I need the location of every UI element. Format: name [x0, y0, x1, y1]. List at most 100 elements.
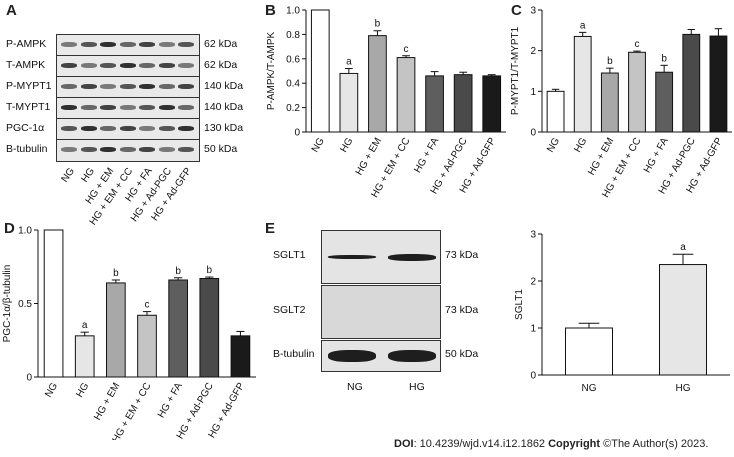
- kda-label: 73 kDa: [445, 304, 479, 316]
- kda-label: 50 kDa: [445, 348, 479, 360]
- lane-label: HG: [78, 166, 97, 185]
- y-tick-label: 1: [530, 324, 536, 335]
- blot-band: [158, 147, 175, 153]
- blot-band: [328, 255, 376, 259]
- bar: [655, 71, 674, 133]
- significance-label: b: [175, 266, 181, 277]
- blot-label: SGLT1: [273, 249, 306, 261]
- y-tick-label: 1: [530, 87, 536, 98]
- panel-letter-b: B: [265, 2, 276, 19]
- blot-band: [119, 42, 136, 48]
- y-tick-label: 0.2: [286, 103, 300, 114]
- blot-band: [139, 105, 155, 111]
- significance-label: b: [607, 56, 613, 67]
- panel-letter-d: D: [4, 220, 15, 237]
- significance-label: a: [346, 57, 352, 68]
- significance-label: a: [82, 320, 88, 331]
- significance-label: c: [635, 39, 640, 50]
- blot-band: [119, 105, 136, 111]
- blot-band: [100, 63, 116, 69]
- blot-band: [61, 63, 77, 69]
- bar: [628, 51, 646, 133]
- lane-label: NG: [347, 381, 363, 393]
- blot-band: [139, 84, 155, 90]
- bar: [425, 75, 444, 133]
- bar: [396, 57, 416, 133]
- y-tick-label: 0: [294, 128, 300, 139]
- significance-label: b: [661, 53, 667, 64]
- copyright-label: Copyright: [548, 438, 601, 450]
- significance-label: b: [113, 268, 119, 279]
- blot-band: [119, 84, 136, 90]
- blot-band: [61, 126, 77, 132]
- bar: [74, 335, 95, 378]
- blot-band: [61, 105, 77, 111]
- blot-band: [80, 105, 97, 111]
- blot-band: [139, 63, 155, 69]
- y-axis-label: P-MYPT1/T-MYPT1: [510, 26, 521, 115]
- blot-band: [328, 350, 376, 362]
- category-label: NG: [43, 381, 60, 400]
- lane-label: NG: [59, 166, 78, 185]
- doi-text: : 10.4239/wjd.v14.i12.1862: [413, 438, 549, 450]
- bar: [368, 35, 387, 133]
- significance-label: a: [680, 242, 686, 253]
- blot-band: [178, 84, 194, 90]
- chart-b: 0 0.2 0.4 0.6 0.8 1.0 P-AMPK/T-AMPK NG a HG b HG + …: [266, 6, 506, 200]
- blot-strip: [56, 55, 200, 78]
- y-tick-label: 3: [530, 6, 536, 17]
- blot-strip: [56, 97, 200, 120]
- significance-label: c: [404, 44, 409, 55]
- copyright-text: ©The Author(s) 2023.: [600, 438, 709, 450]
- y-tick-label: 0: [26, 373, 32, 384]
- bar: [573, 35, 592, 133]
- blot-band: [388, 350, 436, 362]
- significance-label: b: [207, 265, 213, 276]
- category-label: HG + FA: [156, 381, 185, 420]
- category-label: NG: [582, 383, 597, 394]
- category-label: HG: [676, 383, 691, 394]
- bar: [137, 314, 157, 378]
- blot-strip: [56, 118, 200, 141]
- y-tick-label: 0.6: [286, 54, 300, 65]
- y-tick-label: 0.8: [286, 30, 300, 41]
- kda-label: 130 kDa: [204, 122, 244, 134]
- y-tick-label: 0.5: [18, 299, 32, 310]
- doi-label: DOI: [394, 438, 414, 450]
- blot-band: [178, 42, 194, 48]
- y-tick-label: 0: [530, 371, 536, 382]
- blot-strip: [321, 285, 441, 339]
- blot-band: [80, 126, 97, 132]
- kda-label: 62 kDa: [204, 38, 238, 50]
- blot-label: B-tubulin: [6, 143, 48, 155]
- bar: [565, 327, 613, 376]
- blot-band: [61, 147, 77, 153]
- chart-sglt1: 0 1 2 3 SGLT1 NG a HG: [514, 230, 730, 394]
- blot-band: [158, 126, 175, 132]
- bar: [168, 279, 188, 378]
- doi-footer: DOI: 10.4239/wjd.v14.i12.1862 Copyright …: [394, 438, 708, 450]
- blot-band: [119, 126, 136, 132]
- bar: [453, 74, 473, 133]
- kda-label: 73 kDa: [445, 249, 479, 261]
- bar: [43, 229, 64, 378]
- blot-band: [158, 42, 175, 48]
- category-label: HG: [74, 381, 91, 400]
- y-axis-label: P-AMPK/T-AMPK: [266, 32, 277, 111]
- blot-strip: [321, 230, 441, 284]
- significance-label: a: [580, 20, 586, 31]
- blot-label: T-AMPK: [6, 59, 46, 71]
- blot-strip: [56, 34, 200, 57]
- blot-band: [100, 42, 116, 48]
- kda-label: 62 kDa: [204, 59, 238, 71]
- category-label: HG + EM: [92, 381, 122, 422]
- blot-band: [119, 147, 136, 153]
- blot-band: [178, 147, 194, 153]
- blot-band: [158, 105, 175, 111]
- bar: [659, 264, 707, 376]
- blot-band: [100, 84, 116, 90]
- kda-label: 50 kDa: [204, 143, 238, 155]
- significance-label: b: [375, 19, 381, 30]
- kda-label: 140 kDa: [204, 101, 244, 113]
